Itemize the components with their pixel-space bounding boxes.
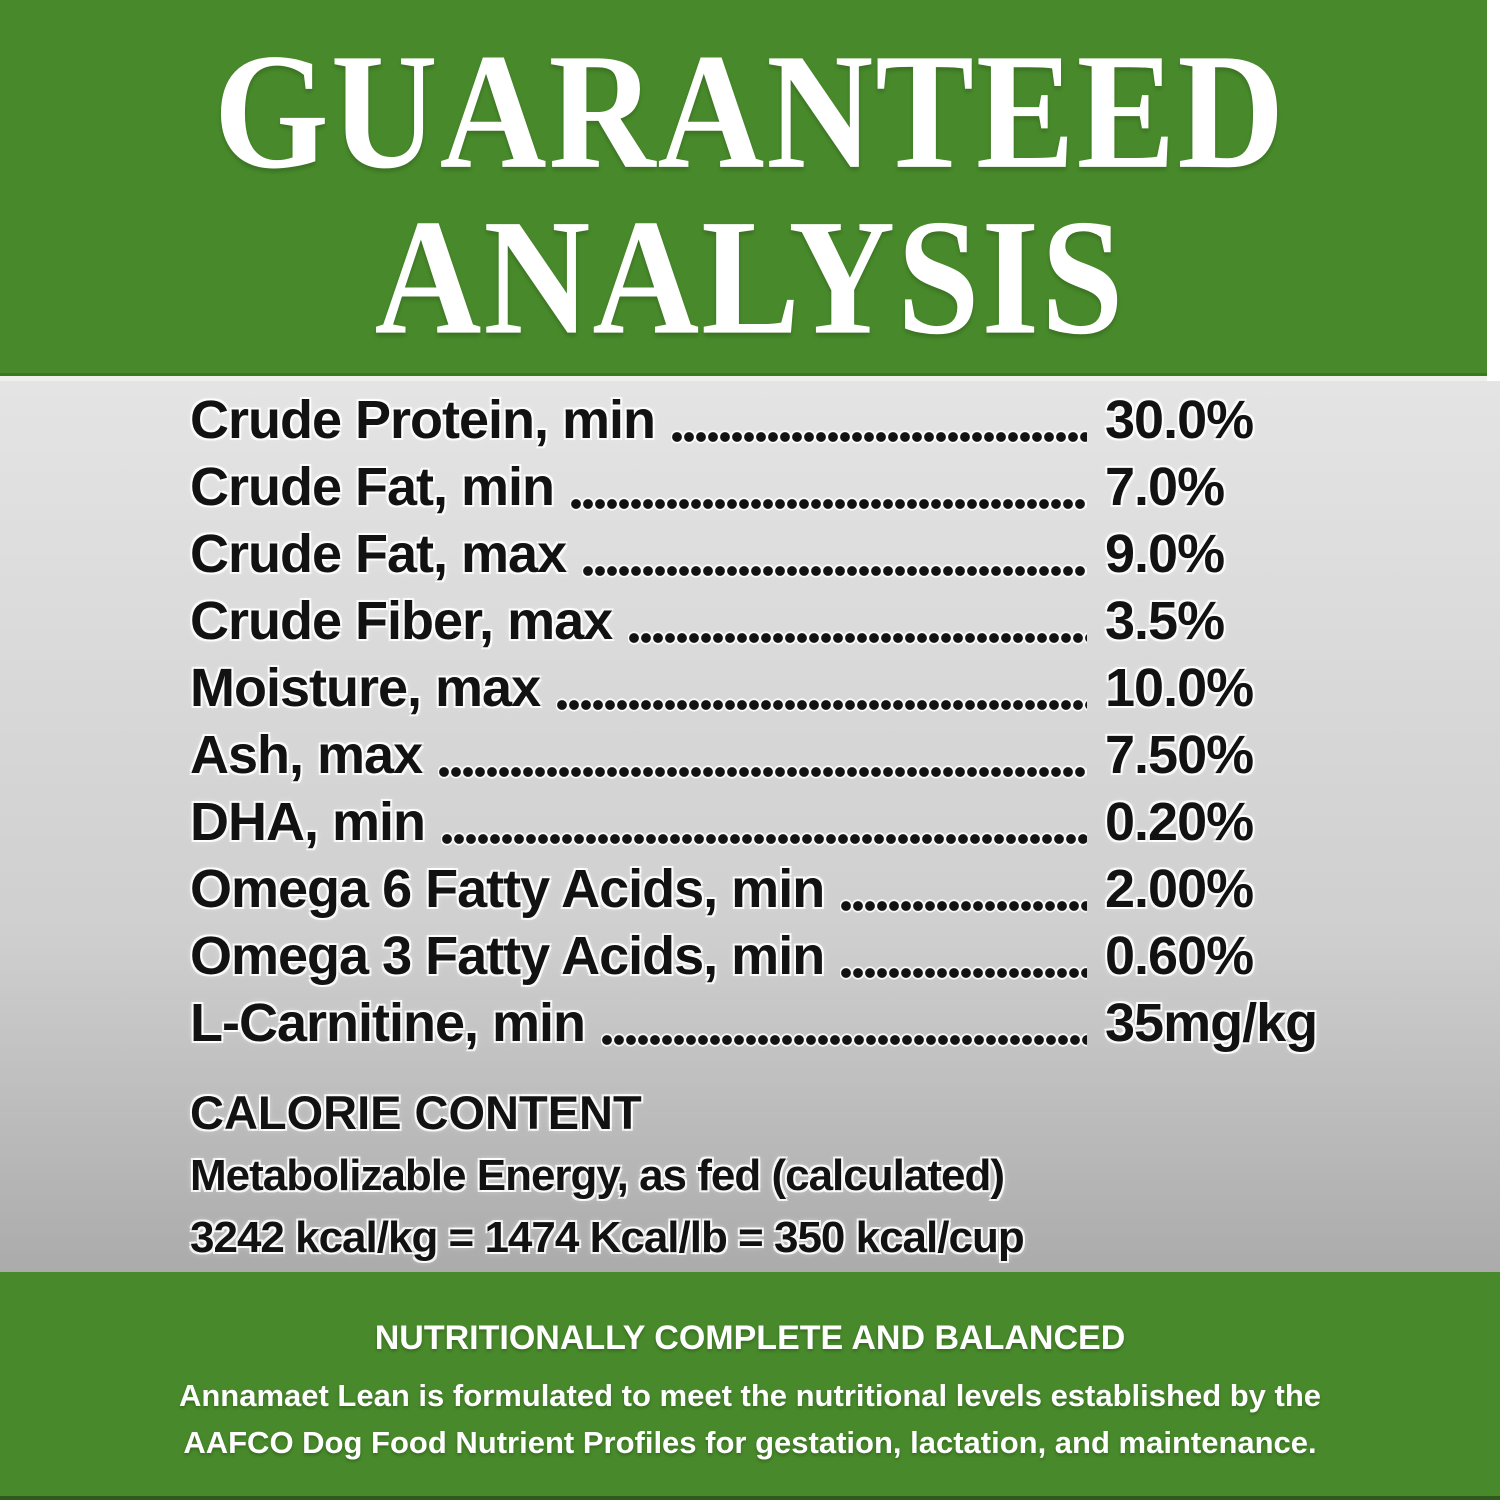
- analysis-row: Crude Fat, max 9.0%: [190, 521, 1305, 588]
- nutrient-label: Ash, max: [190, 725, 423, 785]
- analysis-row: Crude Fat, min 7.0%: [190, 454, 1305, 521]
- nutrient-label: Moisture, max: [190, 658, 541, 718]
- nutrient-label: Crude Fiber, max: [190, 591, 613, 651]
- nutrient-label: Crude Fat, max: [190, 524, 567, 584]
- nutrient-value: 7.0%: [1105, 457, 1225, 517]
- dotted-leader: [840, 856, 1087, 923]
- dotted-leader: [840, 923, 1087, 990]
- dotted-leader: [438, 722, 1087, 789]
- nutrient-label: Crude Fat, min: [190, 457, 555, 517]
- nutrient-label: Omega 6 Fatty Acids, min: [190, 859, 825, 919]
- analysis-row: Omega 3 Fatty Acids, min 0.60%: [190, 923, 1305, 990]
- nutrient-label: Crude Protein, min: [190, 390, 656, 450]
- nutrient-label: L-Carnitine, min: [190, 993, 586, 1053]
- analysis-section: Crude Protein, min 30.0% Crude Fat, min …: [0, 381, 1500, 1272]
- analysis-row: Crude Fiber, max 3.5%: [190, 588, 1305, 655]
- nutrient-value: 3.5%: [1105, 591, 1225, 651]
- footer-banner: NUTRITIONALLY COMPLETE AND BALANCED Anna…: [0, 1272, 1500, 1500]
- dotted-leader: [671, 387, 1087, 454]
- calorie-values-line: 3242 kcal/kg = 1474 Kcal/lb = 350 kcal/c…: [190, 1213, 1025, 1262]
- dotted-leader: [570, 454, 1087, 521]
- calorie-content-section: CALORIE CONTENT Metabolizable Energy, as…: [190, 1081, 1500, 1269]
- nutrient-value: 10.0%: [1105, 658, 1254, 718]
- analysis-row: Crude Protein, min 30.0%: [190, 387, 1305, 454]
- analysis-rows: Crude Protein, min 30.0% Crude Fat, min …: [190, 387, 1318, 1057]
- footer-statement-line-1: Annamaet Lean is formulated to meet the …: [178, 1378, 1322, 1413]
- dotted-leader: [582, 521, 1087, 588]
- right-edge-strip: [1487, 0, 1500, 381]
- calorie-heading: CALORIE CONTENT: [190, 1086, 642, 1139]
- divider-line: [0, 376, 1500, 381]
- footer-heading: NUTRITIONALLY COMPLETE AND BALANCED: [374, 1319, 1126, 1357]
- nutrient-value: 0.60%: [1105, 926, 1254, 986]
- dotted-leader: [441, 789, 1087, 856]
- nutrient-value: 30.0%: [1105, 390, 1254, 450]
- nutrient-value: 7.50%: [1105, 725, 1254, 785]
- dotted-leader: [628, 588, 1087, 655]
- analysis-row: Omega 6 Fatty Acids, min 2.00%: [190, 856, 1305, 923]
- analysis-row: DHA, min 0.20%: [190, 789, 1305, 856]
- header-banner: GUARANTEED ANALYSIS: [0, 0, 1500, 376]
- analysis-row: Ash, max 7.50%: [190, 722, 1305, 789]
- nutrient-value: 9.0%: [1105, 524, 1225, 584]
- analysis-row: L-Carnitine, min 35mg/kg: [190, 990, 1318, 1057]
- dotted-leader: [601, 990, 1087, 1057]
- calorie-energy-line: Metabolizable Energy, as fed (calculated…: [190, 1151, 1005, 1200]
- title-line-guaranteed: GUARANTEED: [213, 20, 1287, 204]
- nutrient-label: DHA, min: [190, 792, 426, 852]
- footer-statement-line-2: AAFCO Dog Food Nutrient Profiles for ges…: [183, 1425, 1317, 1460]
- nutrient-value: 2.00%: [1105, 859, 1254, 919]
- nutrient-value: 0.20%: [1105, 792, 1254, 852]
- nutrient-label: Omega 3 Fatty Acids, min: [190, 926, 825, 986]
- analysis-row: Moisture, max 10.0%: [190, 655, 1305, 722]
- page-title: GUARANTEED ANALYSIS: [0, 0, 1500, 361]
- title-line-analysis: ANALYSIS: [374, 185, 1126, 370]
- nutrient-value: 35mg/kg: [1105, 993, 1318, 1053]
- dotted-leader: [556, 655, 1087, 722]
